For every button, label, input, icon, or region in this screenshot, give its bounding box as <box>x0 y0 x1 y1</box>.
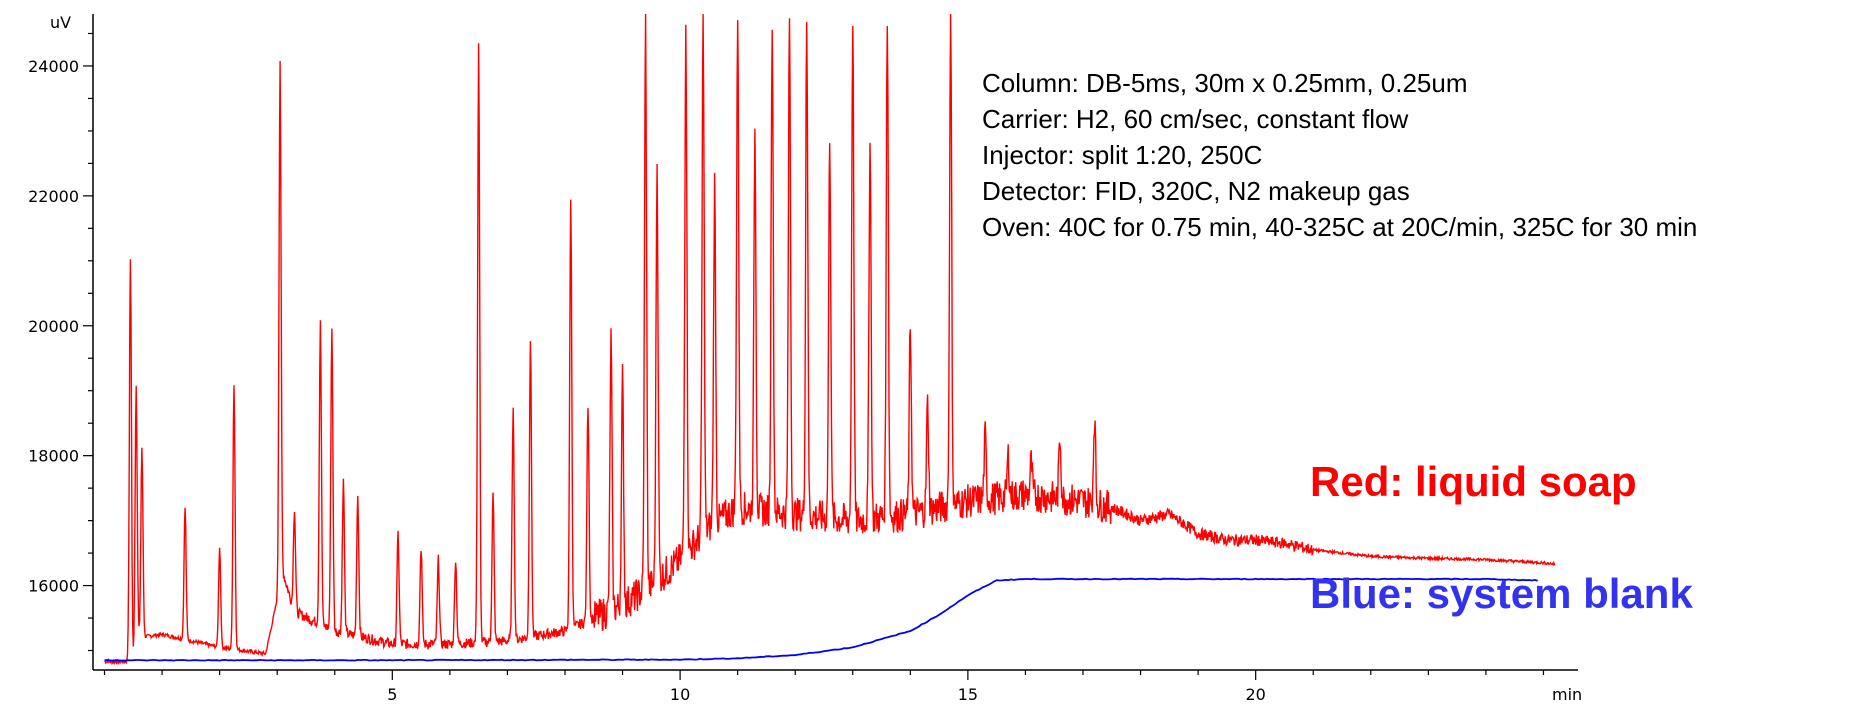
x-tick-label: 5 <box>387 685 397 704</box>
y-axis-ticks: 16000 18000 20000 22000 24000 <box>28 32 93 652</box>
x-axis-ticks: 5 10 15 20 <box>103 670 1545 704</box>
y-tick-label: 22000 <box>28 187 79 206</box>
legend-label-system-blank: Blue: system blank <box>1310 570 1693 617</box>
series-line-liquid-soap <box>104 13 1556 666</box>
y-unit-label: uV <box>50 13 71 32</box>
annotation-detector: Detector: FID, 320C, N2 makeup gas <box>982 176 1410 206</box>
x-tick-label: 10 <box>670 685 690 704</box>
x-unit-label: min <box>1552 685 1582 704</box>
annotation-oven: Oven: 40C for 0.75 min, 40-325C at 20C/m… <box>982 212 1697 242</box>
y-tick-label: 20000 <box>28 317 79 336</box>
y-tick-label: 24000 <box>28 57 79 76</box>
annotation-injector: Injector: split 1:20, 250C <box>982 140 1262 170</box>
legend-label-liquid-soap: Red: liquid soap <box>1310 458 1637 505</box>
x-tick-label: 15 <box>958 685 978 704</box>
annotation-column: Column: DB-5ms, 30m x 0.25mm, 0.25um <box>982 68 1468 98</box>
method-annotations: Column: DB-5ms, 30m x 0.25mm, 0.25um Car… <box>982 68 1697 242</box>
series-layer <box>104 13 1556 666</box>
annotation-carrier: Carrier: H2, 60 cm/sec, constant flow <box>982 104 1408 134</box>
legend: Red: liquid soap Blue: system blank <box>1310 458 1693 617</box>
axes: 16000 18000 20000 22000 24000 5 10 15 20 uV min <box>28 13 1582 704</box>
y-tick-label: 16000 <box>28 577 79 596</box>
y-tick-label: 18000 <box>28 447 79 466</box>
x-tick-label: 20 <box>1245 685 1265 704</box>
series-line-system-blank <box>104 577 1538 662</box>
